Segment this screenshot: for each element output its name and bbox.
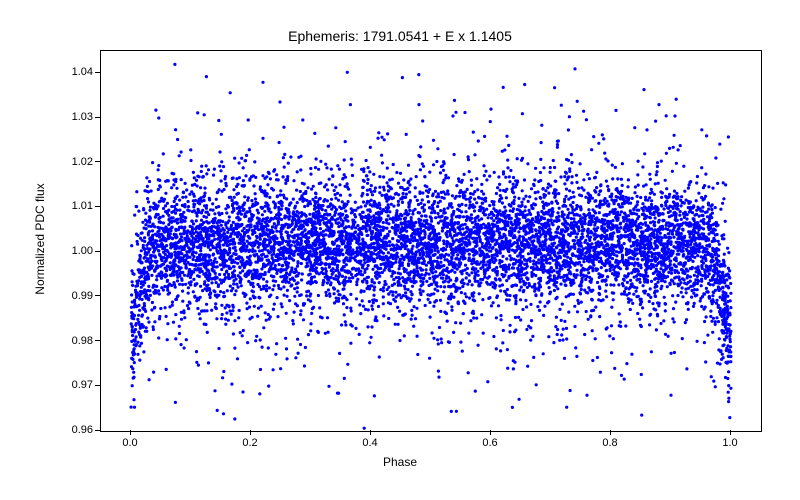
y-tick bbox=[95, 385, 100, 386]
scatter-points bbox=[101, 51, 761, 431]
y-tick bbox=[95, 340, 100, 341]
x-tick bbox=[730, 430, 731, 435]
y-tick bbox=[95, 206, 100, 207]
y-tick-label: 1.01 bbox=[55, 200, 93, 212]
figure: Ephemeris: 1791.0541 + E x 1.1405 Normal… bbox=[0, 0, 800, 500]
y-tick-label: 1.03 bbox=[55, 111, 93, 123]
y-tick-label: 0.97 bbox=[55, 379, 93, 391]
x-tick-label: 0.0 bbox=[122, 437, 137, 449]
x-tick-label: 0.4 bbox=[362, 437, 377, 449]
x-tick bbox=[370, 430, 371, 435]
y-tick-label: 0.96 bbox=[55, 424, 93, 436]
x-tick bbox=[610, 430, 611, 435]
y-axis-label: Normalized PDC flux bbox=[33, 159, 47, 319]
y-tick bbox=[95, 117, 100, 118]
y-tick-label: 1.00 bbox=[55, 245, 93, 257]
y-tick bbox=[95, 72, 100, 73]
x-tick bbox=[490, 430, 491, 435]
y-tick-label: 0.99 bbox=[55, 290, 93, 302]
x-tick-label: 0.8 bbox=[602, 437, 617, 449]
y-tick-label: 1.04 bbox=[55, 66, 93, 78]
y-tick-label: 0.98 bbox=[55, 335, 93, 347]
x-tick-label: 0.6 bbox=[482, 437, 497, 449]
x-tick-label: 1.0 bbox=[722, 437, 737, 449]
x-tick-label: 0.2 bbox=[242, 437, 257, 449]
x-tick bbox=[130, 430, 131, 435]
y-tick bbox=[95, 295, 100, 296]
x-axis-label: Phase bbox=[0, 455, 800, 469]
y-tick bbox=[95, 161, 100, 162]
chart-title: Ephemeris: 1791.0541 + E x 1.1405 bbox=[0, 28, 800, 44]
y-tick bbox=[95, 251, 100, 252]
plot-area bbox=[100, 50, 762, 432]
x-tick bbox=[250, 430, 251, 435]
y-tick-label: 1.02 bbox=[55, 156, 93, 168]
y-tick bbox=[95, 430, 100, 431]
